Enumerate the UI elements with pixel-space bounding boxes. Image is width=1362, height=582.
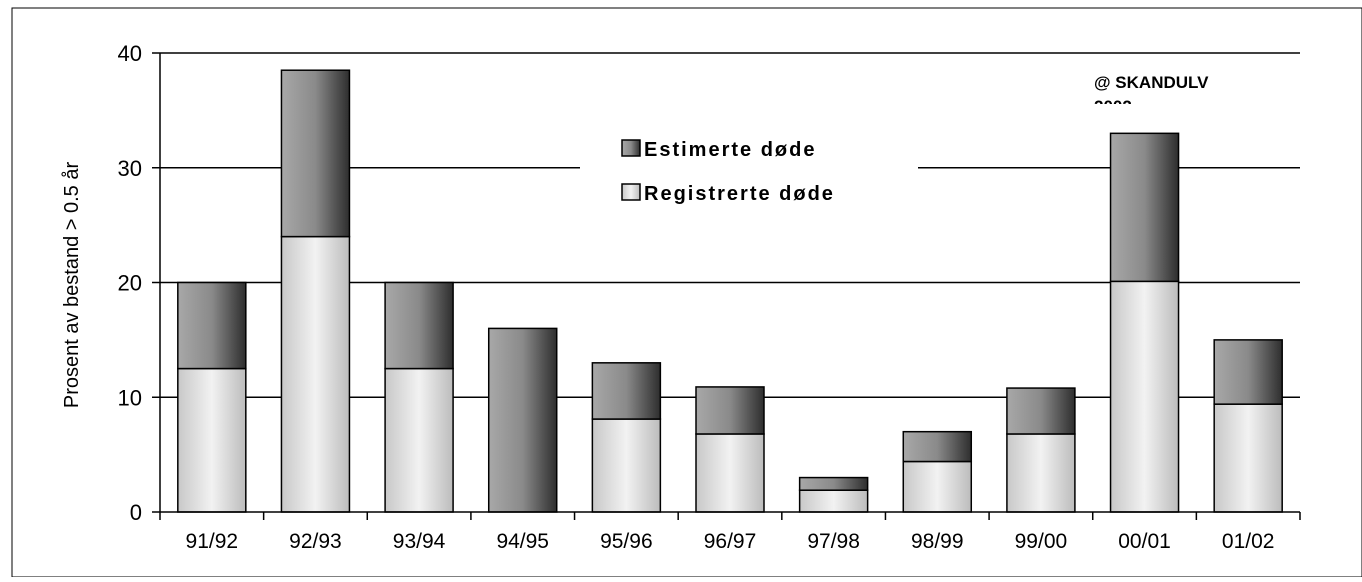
y-tick-label-30: 30 <box>118 156 142 181</box>
x-tick-label-91-92: 91/92 <box>186 530 239 553</box>
legend-label-registrerte: Registrerte døde <box>644 183 835 205</box>
bar-estimerte-99-00 <box>1006 387 1076 435</box>
y-axis-label: Prosent av bestand > 0.5 år <box>61 162 83 409</box>
x-tick-labels: 91/92 92/93 93/94 94/95 95/96 96/97 97/98 98/99… <box>186 530 1275 553</box>
x-tick-label-99-00: 99/00 <box>1015 530 1068 553</box>
watermark: @ SKANDULV2002 <box>1094 73 1209 116</box>
axis-layer <box>152 52 1301 520</box>
bar-estimerte-94-95 <box>487 327 558 513</box>
bar-estimerte-00-01 <box>1109 132 1180 283</box>
bar-estimerte-98-99 <box>902 430 973 463</box>
bar-registrerte-95-96 <box>591 418 662 513</box>
bar-estimerte-91-92 <box>177 281 247 370</box>
bar-registrerte-96-97 <box>695 433 765 513</box>
bar-registrerte-92-93 <box>280 235 351 513</box>
y-tick-labels: 0 10 20 30 40 <box>118 41 142 525</box>
bar-registrerte-00-01 <box>1109 280 1180 513</box>
legend-swatch-registrerte <box>621 183 641 201</box>
y-tick-label-10: 10 <box>118 385 142 410</box>
bar-estimerte-01-02 <box>1213 339 1283 405</box>
x-tick-label-97-98: 97/98 <box>807 530 860 553</box>
bar-estimerte-95-96 <box>591 362 662 420</box>
x-tick-label-94-95: 94/95 <box>496 530 549 553</box>
watermark-group: @ SKANDULV2002 <box>1094 73 1209 116</box>
x-tick-label-92-93: 92/93 <box>289 530 342 553</box>
bar-estimerte-96-97 <box>695 386 765 435</box>
x-tick-label-96-97: 96/97 <box>704 530 757 553</box>
bar-registrerte-99-00 <box>1006 433 1076 513</box>
legend: Estimerte døde Registrerte døde <box>580 128 918 218</box>
x-tick-label-95-96: 95/96 <box>600 530 653 553</box>
x-tick-label-98-99: 98/99 <box>911 530 964 553</box>
bar-registrerte-97-98 <box>798 489 869 513</box>
y-tick-label-0: 0 <box>130 500 142 525</box>
x-tick-label-01-02: 01/02 <box>1222 530 1275 553</box>
bar-estimerte-93-94 <box>384 281 454 370</box>
bar-estimerte-92-93 <box>280 69 351 238</box>
bar-registrerte-01-02 <box>1213 403 1283 513</box>
y-tick-label-20: 20 <box>118 271 142 296</box>
bars-layer <box>177 69 1283 513</box>
y-tick-label-40: 40 <box>118 41 142 66</box>
legend-swatch-estimerte <box>621 139 641 157</box>
x-tick-label-93-94: 93/94 <box>393 530 446 553</box>
bar-estimerte-97-98 <box>798 476 869 491</box>
bar-registrerte-93-94 <box>384 367 454 513</box>
bar-registrerte-98-99 <box>902 460 973 513</box>
bar-registrerte-91-92 <box>177 367 247 513</box>
legend-label-estimerte: Estimerte døde <box>644 139 816 161</box>
x-tick-label-00-01: 00/01 <box>1118 530 1171 553</box>
